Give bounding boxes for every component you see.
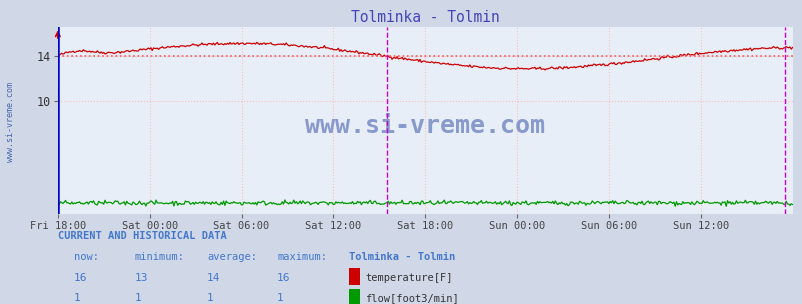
Text: www.si-vreme.com: www.si-vreme.com <box>6 81 14 162</box>
Text: now:: now: <box>74 252 99 262</box>
Text: minimum:: minimum: <box>135 252 184 262</box>
Text: 1: 1 <box>135 293 141 303</box>
Text: 16: 16 <box>74 273 87 283</box>
Text: temperature[F]: temperature[F] <box>365 273 452 283</box>
Text: maximum:: maximum: <box>277 252 326 262</box>
Text: 1: 1 <box>207 293 213 303</box>
Text: Tolminka - Tolmin: Tolminka - Tolmin <box>349 252 455 262</box>
Text: 16: 16 <box>277 273 290 283</box>
Text: 13: 13 <box>135 273 148 283</box>
Text: 1: 1 <box>74 293 80 303</box>
Text: 14: 14 <box>207 273 221 283</box>
Title: Tolminka - Tolmin: Tolminka - Tolmin <box>350 10 499 25</box>
Text: flow[foot3/min]: flow[foot3/min] <box>365 293 459 303</box>
Text: CURRENT AND HISTORICAL DATA: CURRENT AND HISTORICAL DATA <box>58 231 226 241</box>
Text: www.si-vreme.com: www.si-vreme.com <box>305 114 545 138</box>
Text: average:: average: <box>207 252 257 262</box>
Text: 1: 1 <box>277 293 283 303</box>
